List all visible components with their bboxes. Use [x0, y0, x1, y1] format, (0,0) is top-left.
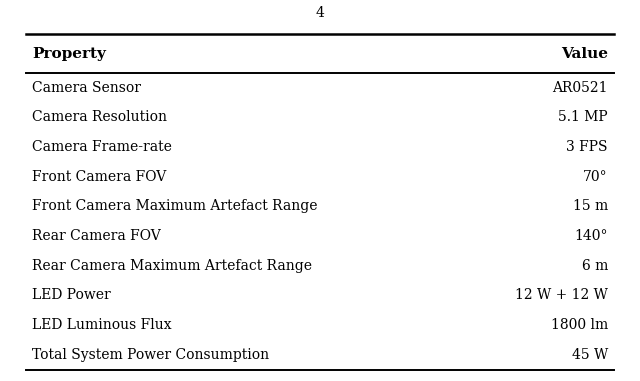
Text: Total System Power Consumption: Total System Power Consumption	[32, 348, 269, 362]
Text: Camera Frame-rate: Camera Frame-rate	[32, 140, 172, 154]
Text: 45 W: 45 W	[572, 348, 608, 362]
Text: 12 W + 12 W: 12 W + 12 W	[515, 288, 608, 303]
Text: Camera Sensor: Camera Sensor	[32, 81, 141, 95]
Text: 4: 4	[316, 6, 324, 20]
Text: Front Camera FOV: Front Camera FOV	[32, 170, 166, 184]
Text: Property: Property	[32, 46, 106, 61]
Text: Front Camera Maximum Artefact Range: Front Camera Maximum Artefact Range	[32, 199, 317, 213]
Text: 5.1 MP: 5.1 MP	[558, 110, 608, 124]
Text: LED Luminous Flux: LED Luminous Flux	[32, 318, 172, 332]
Text: Rear Camera FOV: Rear Camera FOV	[32, 229, 161, 243]
Text: 140°: 140°	[575, 229, 608, 243]
Text: Value: Value	[561, 46, 608, 61]
Text: Camera Resolution: Camera Resolution	[32, 110, 167, 124]
Text: 1800 lm: 1800 lm	[551, 318, 608, 332]
Text: AR0521: AR0521	[552, 81, 608, 95]
Text: 70°: 70°	[584, 170, 608, 184]
Text: Rear Camera Maximum Artefact Range: Rear Camera Maximum Artefact Range	[32, 259, 312, 273]
Text: 3 FPS: 3 FPS	[566, 140, 608, 154]
Text: LED Power: LED Power	[32, 288, 111, 303]
Text: 15 m: 15 m	[573, 199, 608, 213]
Text: 6 m: 6 m	[582, 259, 608, 273]
